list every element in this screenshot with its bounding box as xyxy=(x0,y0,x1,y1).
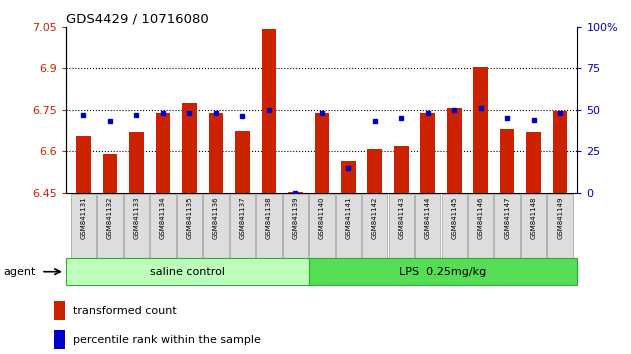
FancyBboxPatch shape xyxy=(66,258,309,285)
FancyBboxPatch shape xyxy=(495,194,520,258)
Bar xyxy=(288,192,303,193)
Text: GSM841148: GSM841148 xyxy=(531,196,537,239)
FancyBboxPatch shape xyxy=(150,194,175,258)
Text: percentile rank within the sample: percentile rank within the sample xyxy=(73,335,261,345)
FancyBboxPatch shape xyxy=(442,194,467,258)
Bar xyxy=(54,301,65,320)
Text: saline control: saline control xyxy=(150,267,225,277)
Text: GSM841134: GSM841134 xyxy=(160,196,166,239)
Text: GSM841147: GSM841147 xyxy=(504,196,510,239)
Text: GSM841146: GSM841146 xyxy=(478,196,484,239)
FancyBboxPatch shape xyxy=(389,194,414,258)
FancyBboxPatch shape xyxy=(415,194,440,258)
Bar xyxy=(262,29,276,193)
Text: GSM841138: GSM841138 xyxy=(266,196,272,239)
FancyBboxPatch shape xyxy=(548,194,573,258)
FancyBboxPatch shape xyxy=(256,194,281,258)
FancyBboxPatch shape xyxy=(521,194,546,258)
Bar xyxy=(54,331,65,349)
Text: GSM841143: GSM841143 xyxy=(398,196,404,239)
Text: GSM841136: GSM841136 xyxy=(213,196,219,239)
Text: GSM841139: GSM841139 xyxy=(292,196,298,239)
Text: GSM841135: GSM841135 xyxy=(186,196,192,239)
FancyBboxPatch shape xyxy=(336,194,361,258)
Bar xyxy=(209,113,223,193)
Bar xyxy=(76,136,91,193)
Bar xyxy=(156,113,170,193)
FancyBboxPatch shape xyxy=(283,194,308,258)
FancyBboxPatch shape xyxy=(71,194,96,258)
FancyBboxPatch shape xyxy=(97,194,122,258)
Text: GSM841133: GSM841133 xyxy=(133,196,139,239)
Text: GDS4429 / 10716080: GDS4429 / 10716080 xyxy=(66,12,209,25)
Bar xyxy=(182,103,197,193)
Bar xyxy=(553,111,567,193)
Text: GSM841149: GSM841149 xyxy=(557,196,563,239)
FancyBboxPatch shape xyxy=(177,194,202,258)
Text: GSM841132: GSM841132 xyxy=(107,196,113,239)
Text: GSM841131: GSM841131 xyxy=(81,196,86,239)
Bar xyxy=(394,146,408,193)
Text: transformed count: transformed count xyxy=(73,306,176,316)
FancyBboxPatch shape xyxy=(203,194,228,258)
Text: GSM841141: GSM841141 xyxy=(345,196,351,239)
Bar xyxy=(103,154,117,193)
Text: GSM841137: GSM841137 xyxy=(239,196,245,239)
Bar xyxy=(420,113,435,193)
Text: GSM841145: GSM841145 xyxy=(451,196,457,239)
Bar xyxy=(367,149,382,193)
Text: GSM841144: GSM841144 xyxy=(425,196,431,239)
Text: GSM841142: GSM841142 xyxy=(372,196,378,239)
Bar xyxy=(473,67,488,193)
FancyBboxPatch shape xyxy=(309,194,334,258)
FancyBboxPatch shape xyxy=(362,194,387,258)
Bar xyxy=(500,129,514,193)
FancyBboxPatch shape xyxy=(468,194,493,258)
Text: GSM841140: GSM841140 xyxy=(319,196,325,239)
Bar xyxy=(341,161,356,193)
Bar xyxy=(129,132,144,193)
Bar xyxy=(526,132,541,193)
Bar xyxy=(314,113,329,193)
Bar xyxy=(235,131,250,193)
FancyBboxPatch shape xyxy=(124,194,149,258)
Bar xyxy=(447,108,461,193)
Text: agent: agent xyxy=(3,267,36,277)
Text: LPS  0.25mg/kg: LPS 0.25mg/kg xyxy=(399,267,487,277)
FancyBboxPatch shape xyxy=(309,258,577,285)
FancyBboxPatch shape xyxy=(230,194,255,258)
